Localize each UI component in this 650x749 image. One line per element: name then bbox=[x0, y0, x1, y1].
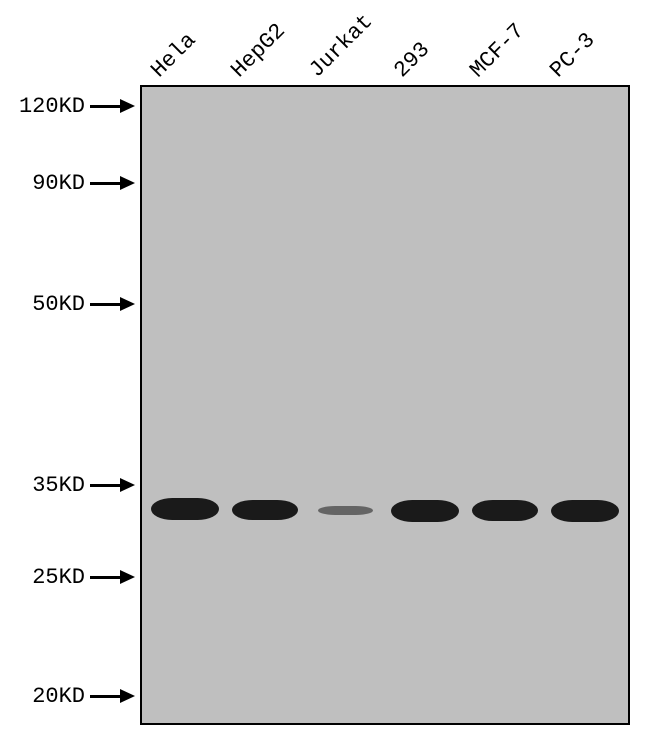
lane-label: Jurkat bbox=[304, 9, 378, 83]
protein-band bbox=[551, 500, 619, 522]
marker-arrow-head bbox=[120, 570, 135, 584]
marker-arrow-line bbox=[90, 484, 122, 487]
marker-arrow-line bbox=[90, 695, 122, 698]
lane-label: PC-3 bbox=[545, 28, 600, 83]
marker-arrow-head bbox=[120, 297, 135, 311]
marker-label: 120KD bbox=[0, 94, 85, 119]
lane-label: Hela bbox=[146, 28, 201, 83]
marker-arrow-line bbox=[90, 105, 122, 108]
marker-arrow-head bbox=[120, 176, 135, 190]
lane-label: HepG2 bbox=[226, 19, 290, 83]
marker-arrow-head bbox=[120, 99, 135, 113]
marker-label: 35KD bbox=[0, 473, 85, 498]
protein-band bbox=[232, 500, 298, 520]
marker-label: 50KD bbox=[0, 292, 85, 317]
marker-label: 20KD bbox=[0, 684, 85, 709]
protein-band bbox=[472, 500, 538, 521]
marker-arrow-head bbox=[120, 689, 135, 703]
protein-band bbox=[391, 500, 459, 522]
marker-arrow-line bbox=[90, 576, 122, 579]
marker-arrow-head bbox=[120, 478, 135, 492]
marker-label: 25KD bbox=[0, 565, 85, 590]
marker-arrow-line bbox=[90, 303, 122, 306]
marker-label: 90KD bbox=[0, 171, 85, 196]
lane-label: 293 bbox=[389, 37, 435, 83]
blot-membrane bbox=[140, 85, 630, 725]
protein-band bbox=[151, 498, 219, 520]
lane-label: MCF-7 bbox=[465, 19, 529, 83]
marker-arrow-line bbox=[90, 182, 122, 185]
western-blot-figure: 120KD 90KD 50KD 35KD 25KD 20KD Hela HepG2Jurka… bbox=[0, 0, 650, 749]
protein-band bbox=[318, 506, 373, 515]
